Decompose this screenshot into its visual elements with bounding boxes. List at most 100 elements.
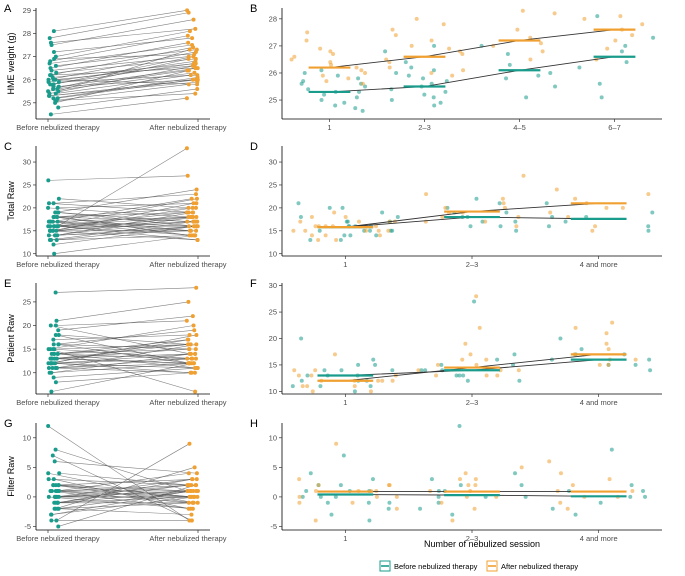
point-before: [56, 506, 61, 511]
point-before: [49, 518, 54, 523]
y-tick-label: -5: [270, 522, 277, 531]
point-before: [512, 352, 517, 357]
point-after: [195, 237, 200, 242]
point-after: [630, 33, 635, 38]
point-after: [192, 52, 197, 57]
point-after: [466, 483, 471, 488]
pair-line: [58, 49, 190, 92]
point-before: [54, 70, 59, 75]
pair-line: [53, 10, 188, 32]
pair-line: [55, 449, 188, 492]
pair-line: [50, 63, 194, 85]
point-after: [354, 65, 359, 70]
point-before: [431, 68, 436, 73]
point-before: [51, 29, 56, 34]
pair-line: [55, 65, 193, 80]
point-after: [324, 79, 329, 84]
pair-line: [53, 79, 198, 85]
point-after: [360, 81, 365, 86]
point-after: [186, 342, 191, 347]
point-before: [322, 368, 327, 373]
point-before: [641, 488, 646, 493]
point-after: [429, 38, 434, 43]
panel-D: 10 15 20 25 30 D 1 2–3 4 and more: [250, 141, 662, 269]
point-before: [406, 73, 411, 78]
point-before: [51, 201, 56, 206]
pair-line: [48, 202, 193, 213]
point-after: [424, 192, 429, 197]
point-after: [192, 361, 197, 366]
pair-line: [55, 287, 197, 293]
point-after: [194, 342, 199, 347]
y-tick-label: 26: [23, 75, 31, 84]
point-after: [313, 488, 318, 493]
y-tick-label: 15: [269, 226, 277, 235]
point-after: [194, 488, 199, 493]
point-after: [190, 205, 195, 210]
point-before: [51, 337, 56, 342]
point-before: [305, 373, 310, 378]
point-before: [55, 215, 60, 220]
x-tick-label: 4–5: [513, 123, 526, 132]
point-before: [646, 224, 651, 229]
point-before: [46, 477, 51, 482]
point-before: [623, 43, 628, 48]
point-after: [191, 219, 196, 224]
point-after: [192, 465, 197, 470]
point-after: [187, 233, 192, 238]
point-after: [195, 494, 200, 499]
point-after: [429, 70, 434, 75]
point-after: [519, 465, 524, 470]
point-before: [57, 471, 62, 476]
point-before: [374, 233, 379, 238]
point-before: [55, 205, 60, 210]
point-after: [189, 494, 194, 499]
point-before: [438, 100, 443, 105]
point-after: [633, 357, 638, 362]
point-before: [52, 494, 57, 499]
point-after: [376, 378, 381, 383]
point-after: [191, 17, 196, 22]
point-after: [296, 373, 301, 378]
point-before: [56, 89, 61, 94]
point-before: [304, 488, 309, 493]
point-after: [515, 27, 520, 32]
point-before: [573, 512, 578, 517]
point-before: [327, 205, 332, 210]
point-after: [193, 233, 198, 238]
point-after: [547, 459, 552, 464]
point-after: [292, 54, 297, 59]
y-axis-label: Total Raw: [6, 181, 16, 221]
y-tick-label: 30: [269, 281, 277, 290]
pair-line: [57, 70, 188, 90]
point-before: [504, 210, 509, 215]
point-after: [332, 210, 337, 215]
point-before: [628, 494, 633, 499]
point-after: [185, 173, 190, 178]
pair-line: [58, 508, 192, 515]
point-before: [624, 60, 629, 65]
point-after: [194, 196, 199, 201]
pair-line: [51, 496, 195, 515]
point-after: [521, 173, 526, 178]
point-after: [606, 362, 611, 367]
point-after: [393, 33, 398, 38]
shared-xlabel: Number of nebulized session: [424, 539, 540, 549]
point-before: [50, 453, 55, 458]
pair-line: [50, 35, 188, 62]
pair-line: [53, 329, 195, 345]
point-before: [356, 76, 361, 81]
point-before: [53, 323, 58, 328]
pair-line: [54, 212, 189, 218]
point-after: [187, 29, 192, 34]
panel-H: -5 0 5 10 H 1 2–3 4 and more: [250, 418, 662, 543]
x-tick-label: 4 and more: [580, 534, 618, 543]
point-before: [504, 76, 509, 81]
point-before: [54, 237, 59, 242]
pair-line: [58, 88, 198, 108]
pair-line: [55, 30, 190, 57]
pair-line: [53, 79, 197, 87]
point-before: [48, 488, 53, 493]
point-after: [186, 483, 191, 488]
point-after: [646, 192, 651, 197]
